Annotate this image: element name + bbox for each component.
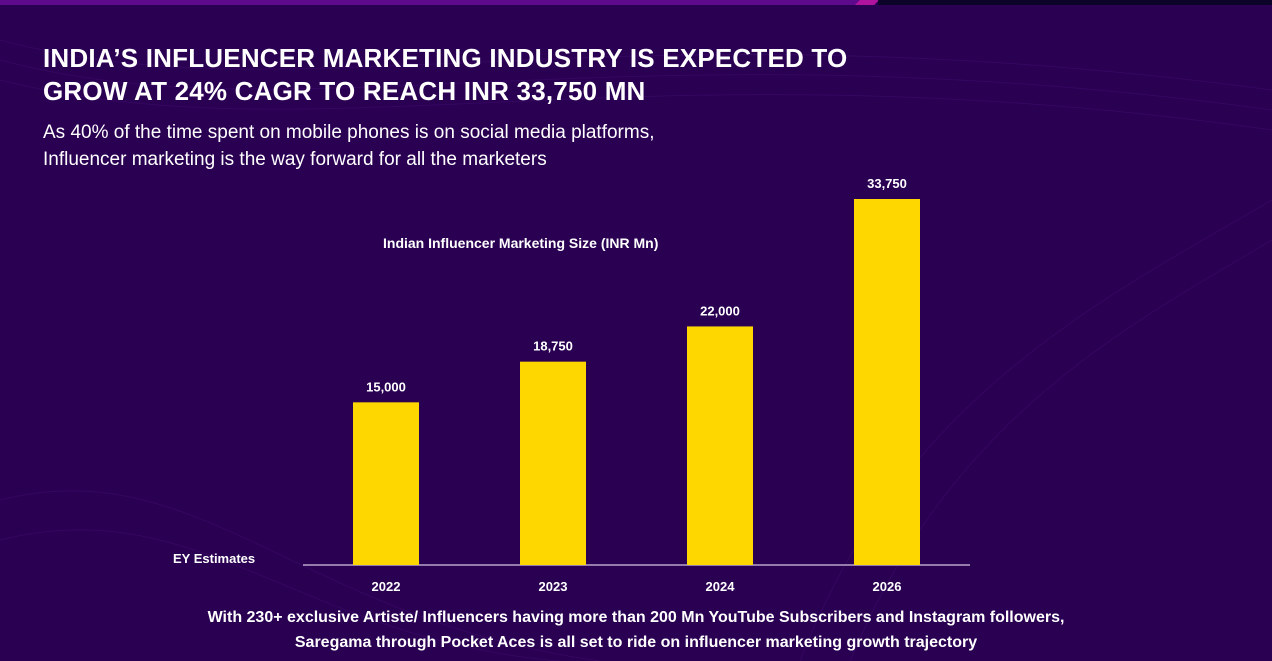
data-label-2023: 18,750 (533, 339, 573, 354)
top-accent-slant (855, 0, 879, 5)
bar-2023 (520, 361, 586, 565)
chart-title: Indian Influencer Marketing Size (INR Mn… (383, 235, 659, 251)
subtitle-line-2: Influencer marketing is the way forward … (43, 149, 547, 170)
data-label-2026: 33,750 (867, 176, 907, 191)
x-tick-label-2023: 2023 (539, 579, 568, 594)
bar-2026 (854, 199, 920, 565)
bar-2022 (353, 402, 419, 565)
source-note: EY Estimates (173, 551, 256, 566)
x-tick-label-2024: 2024 (706, 579, 736, 594)
footer-note: With 230+ exclusive Artiste/ Influencers… (0, 605, 1272, 655)
data-label-2022: 15,000 (366, 379, 406, 394)
data-label-2024: 22,000 (700, 303, 740, 318)
top-dark-bar (878, 0, 1272, 5)
title-line-1: INDIA’S INFLUENCER MARKETING INDUSTRY IS… (43, 43, 848, 73)
bar-2024 (687, 326, 753, 565)
top-accent-bar (0, 0, 860, 5)
footer-line-1: With 230+ exclusive Artiste/ Influencers… (207, 609, 1065, 626)
page-subtitle: As 40% of the time spent on mobile phone… (43, 119, 655, 173)
subtitle-line-1: As 40% of the time spent on mobile phone… (43, 122, 655, 143)
page-title: INDIA’S INFLUENCER MARKETING INDUSTRY IS… (43, 42, 847, 108)
footer-line-2: Saregama through Pocket Aces is all set … (294, 634, 978, 651)
title-line-2: GROW AT 24% CAGR TO REACH INR 33,750 MN (43, 76, 646, 106)
x-tick-label-2026: 2026 (873, 579, 902, 594)
x-tick-label-2022: 2022 (372, 579, 401, 594)
